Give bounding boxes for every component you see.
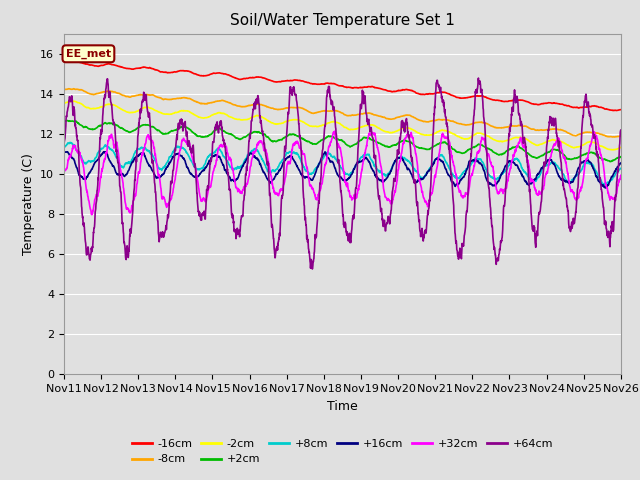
Line: +32cm: +32cm xyxy=(64,131,621,215)
Line: -16cm: -16cm xyxy=(64,61,621,110)
+8cm xyxy=(66,140,74,145)
+16cm xyxy=(371,171,379,177)
+8cm xyxy=(568,178,575,183)
+64cm xyxy=(505,135,513,141)
Line: +2cm: +2cm xyxy=(64,120,621,162)
+16cm xyxy=(617,160,625,166)
+16cm xyxy=(60,150,68,156)
+16cm xyxy=(100,149,108,155)
+32cm xyxy=(617,172,625,178)
-2cm xyxy=(359,124,367,130)
-16cm xyxy=(610,108,618,113)
-16cm xyxy=(60,59,68,65)
Line: -2cm: -2cm xyxy=(64,101,621,150)
+64cm xyxy=(584,101,591,107)
Line: +16cm: +16cm xyxy=(64,152,621,188)
-8cm xyxy=(60,87,68,93)
-16cm xyxy=(617,107,625,112)
-2cm xyxy=(60,101,68,107)
+8cm xyxy=(504,163,512,169)
-2cm xyxy=(584,140,591,145)
-2cm xyxy=(70,98,77,104)
-2cm xyxy=(371,123,379,129)
Line: +64cm: +64cm xyxy=(64,78,621,269)
+8cm xyxy=(617,166,625,171)
+64cm xyxy=(371,156,379,161)
+2cm xyxy=(63,118,71,123)
+32cm xyxy=(359,161,367,167)
-8cm xyxy=(617,133,625,139)
+16cm xyxy=(504,159,512,165)
-16cm xyxy=(504,98,512,104)
+16cm xyxy=(359,158,367,164)
-16cm xyxy=(371,84,379,90)
+64cm xyxy=(568,225,576,231)
+16cm xyxy=(602,185,610,191)
+64cm xyxy=(359,91,367,97)
-8cm xyxy=(359,111,367,117)
-16cm xyxy=(70,58,77,64)
+32cm xyxy=(568,188,576,193)
+8cm xyxy=(584,160,591,166)
+32cm xyxy=(331,128,339,134)
-16cm xyxy=(359,85,367,91)
-8cm xyxy=(568,132,575,138)
Line: +8cm: +8cm xyxy=(64,143,621,185)
-8cm xyxy=(584,129,591,135)
+2cm xyxy=(371,138,379,144)
Text: EE_met: EE_met xyxy=(66,48,111,59)
+2cm xyxy=(606,159,614,165)
+8cm xyxy=(371,163,379,168)
+32cm xyxy=(216,143,223,149)
+32cm xyxy=(505,174,513,180)
+2cm xyxy=(216,125,223,131)
+2cm xyxy=(359,136,367,142)
+64cm xyxy=(617,127,625,133)
-2cm xyxy=(609,147,617,153)
Line: -8cm: -8cm xyxy=(64,89,621,137)
-8cm xyxy=(70,86,77,92)
-16cm xyxy=(584,104,591,110)
+2cm xyxy=(504,147,512,153)
+16cm xyxy=(568,180,575,185)
+32cm xyxy=(88,212,96,217)
+8cm xyxy=(359,154,367,160)
Legend: -16cm, -8cm, -2cm, +2cm, +8cm, +16cm, +32cm, +64cm: -16cm, -8cm, -2cm, +2cm, +8cm, +16cm, +3… xyxy=(127,434,557,469)
+2cm xyxy=(568,156,575,162)
Title: Soil/Water Temperature Set 1: Soil/Water Temperature Set 1 xyxy=(230,13,455,28)
+2cm xyxy=(617,154,625,160)
-16cm xyxy=(216,70,223,76)
-2cm xyxy=(216,110,223,116)
+8cm xyxy=(216,146,223,152)
-2cm xyxy=(568,144,575,150)
+64cm xyxy=(475,75,483,81)
+64cm xyxy=(60,143,68,148)
+64cm xyxy=(216,124,223,130)
-8cm xyxy=(609,134,616,140)
-8cm xyxy=(371,112,379,118)
+32cm xyxy=(584,155,591,161)
+64cm xyxy=(308,266,316,272)
+2cm xyxy=(584,150,591,156)
-2cm xyxy=(504,137,512,143)
-2cm xyxy=(617,144,625,150)
-8cm xyxy=(504,124,512,130)
Y-axis label: Temperature (C): Temperature (C) xyxy=(22,153,35,255)
+32cm xyxy=(371,132,379,138)
+32cm xyxy=(60,169,68,175)
+2cm xyxy=(60,119,68,125)
+8cm xyxy=(60,144,68,150)
+16cm xyxy=(216,154,223,159)
+16cm xyxy=(584,157,591,163)
-8cm xyxy=(216,98,223,104)
-16cm xyxy=(568,104,575,110)
+8cm xyxy=(602,182,609,188)
X-axis label: Time: Time xyxy=(327,400,358,413)
